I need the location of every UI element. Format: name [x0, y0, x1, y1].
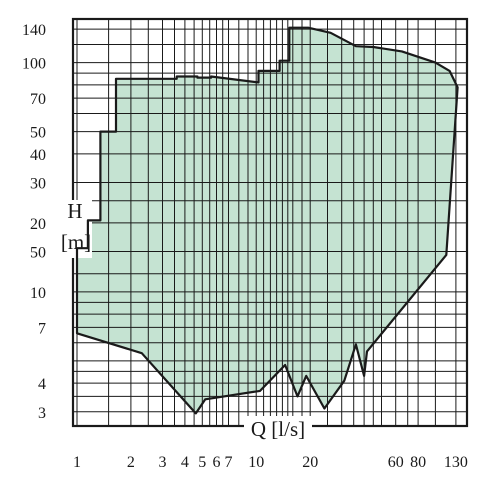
tick-labels: 1 2 3 4 5 6 7 10 20 60 80 1301401007050403020501074… — [22, 22, 468, 471]
y-tick-label: 20 — [30, 216, 46, 233]
x-tick-label: 2 — [127, 454, 135, 471]
y-tick-label: 3 — [38, 405, 46, 422]
y-tick-label: 100 — [22, 56, 46, 73]
x-tick-label: 10 — [248, 454, 264, 471]
x-tick-label: 60 — [388, 454, 404, 471]
x-axis-title-backdrop — [244, 416, 312, 442]
x-tick-label: 4 — [181, 454, 189, 471]
y-tick-label: 40 — [30, 147, 46, 164]
y-tick-label: 7 — [38, 320, 46, 337]
y-tick-label: 50 — [30, 125, 46, 142]
envelope-layer — [77, 27, 458, 414]
y-tick-label: 140 — [22, 22, 46, 39]
x-tick-label: 3 — [159, 454, 167, 471]
envelope-fill — [77, 27, 458, 414]
x-tick-label: 5 — [198, 454, 206, 471]
x-tick-label: 130 — [444, 454, 468, 471]
x-tick-label: 7 — [225, 454, 233, 471]
envelope-outline — [75, 26, 459, 415]
x-tick-label: 20 — [302, 454, 318, 471]
y-tick-label: 10 — [30, 285, 46, 302]
x-tick-label: 1 — [73, 454, 81, 471]
x-tick-label: 80 — [410, 454, 426, 471]
y-tick-label: 30 — [30, 176, 46, 193]
y-tick-label: 70 — [30, 91, 46, 108]
y-tick-label: 50 — [30, 245, 46, 262]
y-axis-title-part-1: H — [67, 199, 82, 223]
grid — [73, 19, 467, 426]
y-tick-label: 4 — [38, 376, 46, 393]
axis-titles: H [m] Q [l/s] — [58, 199, 312, 442]
x-axis-title: Q [l/s] — [251, 417, 305, 441]
x-tick-label: 6 — [213, 454, 221, 471]
